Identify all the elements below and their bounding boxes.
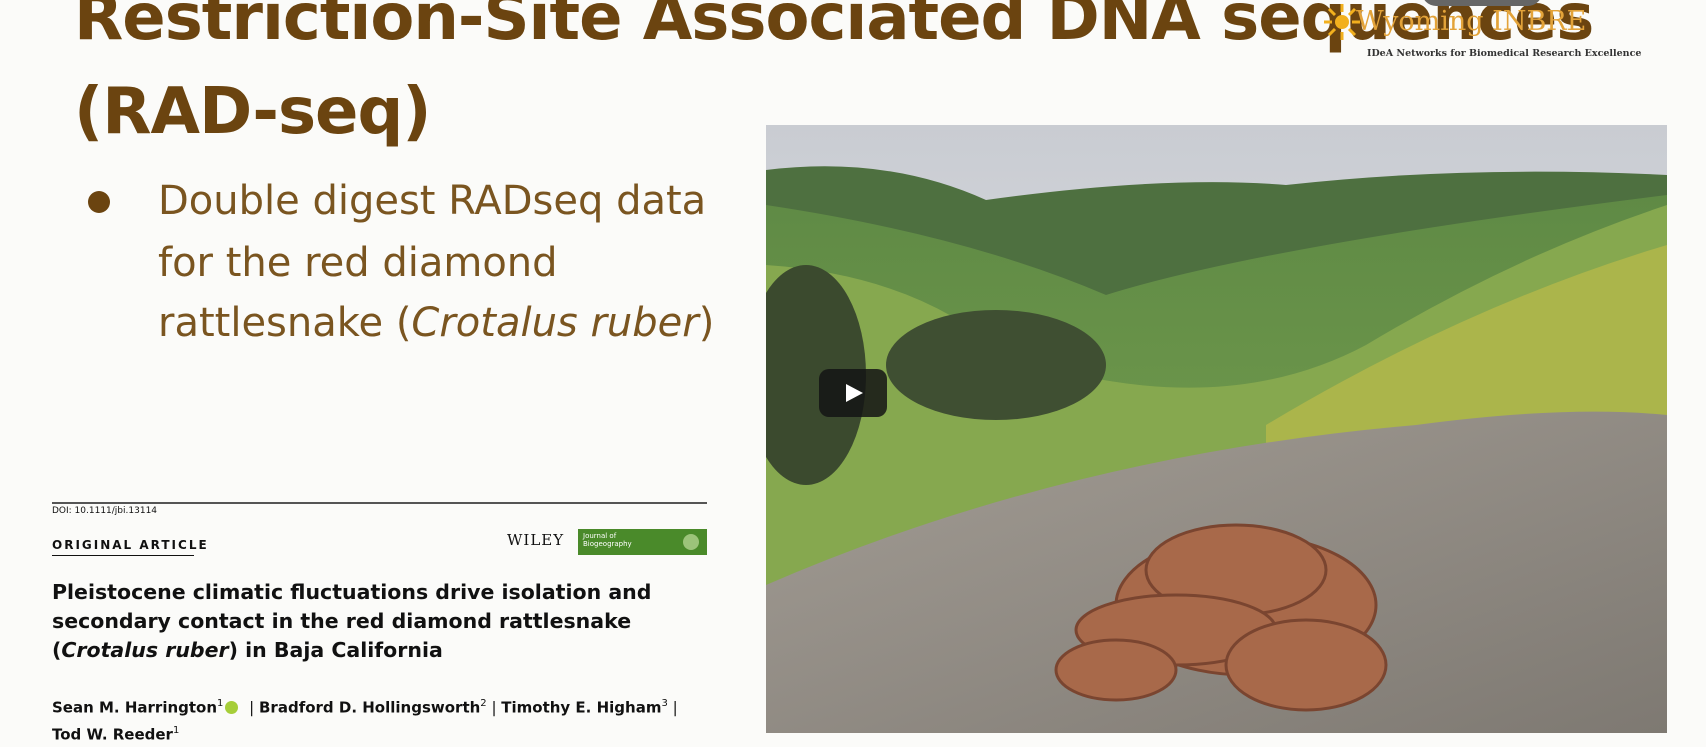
affiliation: 1 <box>172 725 180 737</box>
publisher: WILEY <box>507 531 565 549</box>
rule <box>52 555 194 556</box>
bullet-text: rattlesnake ( <box>158 300 412 346</box>
orcid-icon <box>225 701 239 715</box>
author: Bradford D. Hollingsworth <box>259 698 481 717</box>
logo-name: Wyoming INBRE <box>1356 6 1587 37</box>
slide-title: (RAD-seq) <box>74 75 431 149</box>
affiliation: 3 <box>661 698 668 709</box>
logo-sun <box>1324 4 1360 40</box>
bullet-text: Double digest RADseq data <box>158 178 707 224</box>
logo: Wyoming INBRE IDeA Networks for Biomedic… <box>1322 0 1641 62</box>
logo-tagline: IDeA Networks for Biomedical Research Ex… <box>1367 48 1642 59</box>
authors: Sean M. Harrington1 | Bradford D. Hollin… <box>52 698 678 744</box>
bullet-text: ) <box>698 300 715 346</box>
bullet-text: for the red diamond <box>158 240 558 286</box>
logo-map <box>1422 0 1542 6</box>
section: ORIGINAL ARTICLE <box>52 538 209 552</box>
journal-name: Journal of Biogeography <box>583 532 632 549</box>
author: Timothy E. Higham <box>501 698 662 717</box>
photo <box>766 125 1667 733</box>
bullet-text: rattlesnake (Crotalus ruber) <box>158 303 714 343</box>
affiliation: 1 <box>217 698 224 709</box>
paper-title: Pleistocene climatic fluctuations drive … <box>52 580 652 662</box>
doi: DOI: 10.1111/jbi.13114 <box>52 506 158 516</box>
bullet-dot <box>88 191 110 213</box>
author: Tod W. Reeder <box>52 725 173 744</box>
play-icon <box>846 384 863 402</box>
species-name: Crotalus ruber <box>411 300 699 346</box>
author: Sean M. Harrington <box>52 698 218 717</box>
species-name: Crotalus ruber <box>61 638 229 662</box>
affiliation: 2 <box>480 698 487 709</box>
journal-badge: Journal of Biogeography <box>578 529 707 555</box>
journal-icon <box>683 534 699 550</box>
paper-title: Pleistocene climatic fluctuations drive … <box>52 578 712 665</box>
rule <box>52 502 707 504</box>
paper-title: ) in Baja California <box>228 638 443 662</box>
play-button[interactable] <box>819 369 887 417</box>
